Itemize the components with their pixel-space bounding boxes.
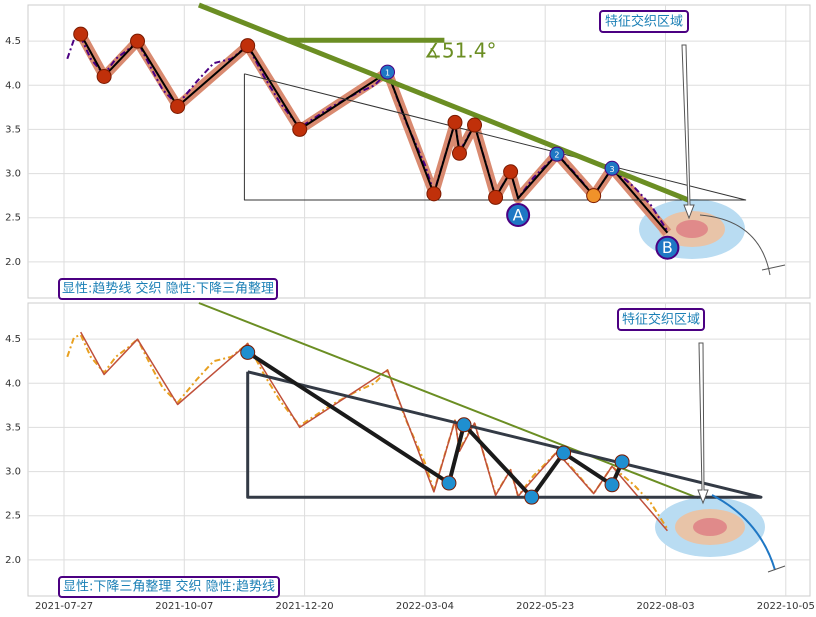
pivot-marker	[96, 68, 112, 84]
marker-label: A	[513, 206, 524, 225]
x-tick-label: 2021-07-27	[35, 601, 93, 612]
pivot-marker	[240, 344, 256, 360]
series-line	[198, 302, 699, 499]
pivot-marker	[170, 98, 186, 114]
y-tick-label: 2.0	[5, 555, 21, 566]
plot: 1 A 2 3 B	[66, 2, 763, 532]
y-tick-label: 3.0	[5, 169, 21, 180]
annotation-box: 特征交织区域 特征交织区域 显性:趋势线 交织 隐性:下降三角整理 显性:下降三…	[58, 10, 705, 598]
y-tick-label: 4.5	[5, 36, 21, 47]
pivot-marker	[614, 454, 630, 470]
pivot-marker	[240, 38, 256, 54]
pivot-marker	[655, 235, 680, 260]
pivot-marker	[447, 114, 463, 130]
pivot-marker	[503, 164, 519, 180]
y-tick-label: 3.5	[5, 422, 21, 433]
marker-label: 2	[554, 151, 559, 160]
x-tick-label: 2022-05-23	[516, 601, 574, 612]
x-tick-label: 2021-12-20	[276, 601, 334, 612]
x-tick-label: 2022-08-03	[636, 601, 694, 612]
zone-label: 特征交织区域	[605, 14, 683, 30]
y-tick-label: 3.0	[5, 467, 21, 478]
series-line	[79, 33, 669, 234]
pivot-marker	[451, 145, 467, 161]
y-tick-label: 4.0	[5, 378, 21, 389]
pivot-marker	[506, 203, 531, 228]
zone-highlight	[639, 199, 765, 557]
pivot-marker	[426, 186, 442, 202]
pivot-marker	[586, 188, 602, 204]
y-tick-label: 3.5	[5, 124, 21, 135]
pivot-marker	[549, 146, 565, 162]
pivot-marker	[524, 489, 540, 505]
pivot-marker	[441, 475, 457, 491]
pivot-marker	[488, 189, 504, 205]
y-tick-label: 2.5	[5, 511, 21, 522]
series-line	[246, 370, 763, 499]
x-tick-label: 2022-03-04	[396, 601, 454, 612]
pivot-marker	[604, 160, 620, 176]
pivot-marker	[130, 33, 146, 49]
y-tick-label: 4.5	[5, 334, 21, 345]
marker-label: 1	[385, 69, 390, 78]
marker-label: B	[662, 238, 673, 257]
pivot-marker	[380, 64, 396, 80]
zone-label: 特征交织区域	[622, 312, 700, 328]
y-tick-label: 2.5	[5, 213, 21, 224]
summary-label: 显性:趋势线 交织 隐性:下降三角整理	[62, 281, 274, 297]
marker-label: 3	[609, 165, 614, 174]
y-tick-label: 4.0	[5, 80, 21, 91]
x-tick-label: 2021-10-07	[155, 601, 213, 612]
y-tick-label: 2.0	[5, 257, 21, 268]
summary-label: 显性:下降三角整理 交织 隐性:趋势线	[63, 579, 275, 595]
pivot-marker	[467, 117, 483, 133]
pivot-marker	[456, 417, 472, 433]
pivot-marker	[556, 445, 572, 461]
arrows	[681, 44, 786, 573]
angle-label: ∡51.4°	[424, 39, 496, 63]
pivot-marker	[292, 121, 308, 137]
pivot-marker	[73, 26, 89, 42]
x-tick-label: 2022-10-05	[757, 601, 815, 612]
pivot-marker	[604, 477, 620, 493]
